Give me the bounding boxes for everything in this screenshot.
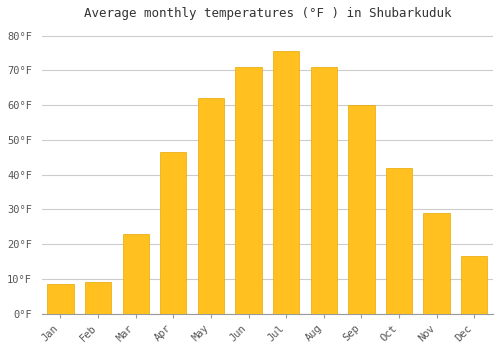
Bar bbox=[348, 105, 374, 314]
Bar bbox=[236, 67, 262, 314]
Bar bbox=[386, 168, 412, 314]
Bar bbox=[461, 256, 487, 314]
Title: Average monthly temperatures (°F ) in Shubarkuduk: Average monthly temperatures (°F ) in Sh… bbox=[84, 7, 451, 20]
Bar bbox=[424, 213, 450, 314]
Bar bbox=[85, 282, 112, 314]
Bar bbox=[310, 67, 337, 314]
Bar bbox=[160, 152, 186, 314]
Bar bbox=[122, 234, 149, 314]
Bar bbox=[273, 51, 299, 314]
Bar bbox=[48, 284, 74, 314]
Bar bbox=[198, 98, 224, 314]
